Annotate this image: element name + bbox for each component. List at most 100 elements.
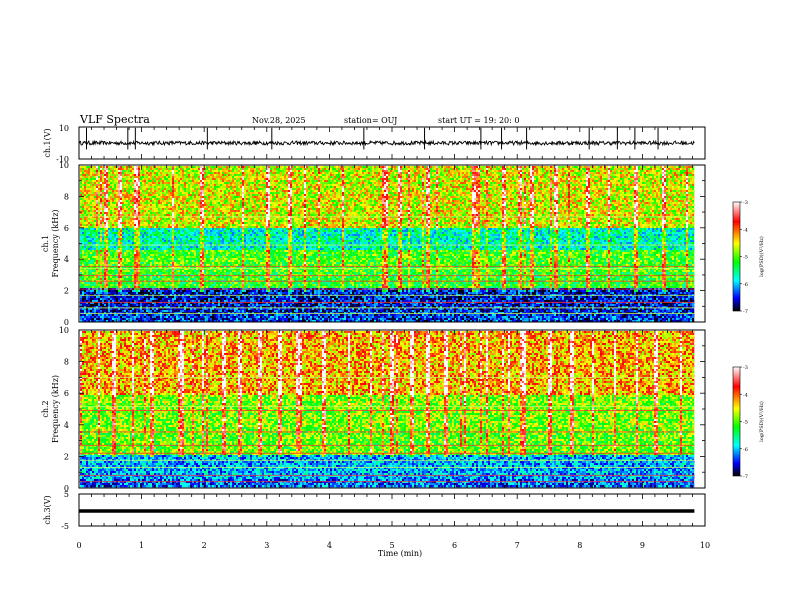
spectrogram-cell: [94, 254, 96, 256]
spectrogram-cell: [86, 226, 88, 228]
spectrogram-cell: [156, 224, 158, 226]
spectrogram-cell: [114, 220, 116, 222]
spectrogram-cell: [130, 182, 132, 184]
spectrogram-cell: [80, 166, 82, 168]
spectrogram-cell: [136, 198, 138, 200]
spectrogram-cell: [136, 176, 138, 178]
spectrogram-cell: [124, 304, 126, 306]
spectrogram-cell: [150, 260, 152, 262]
spectrogram-cell: [128, 206, 130, 208]
spectrogram-cell: [140, 174, 142, 176]
spectrogram-cell: [120, 298, 122, 300]
spectrogram-cell: [114, 198, 116, 200]
spectrogram-cell: [124, 270, 126, 272]
spectrogram-cell: [102, 222, 104, 224]
spectrogram-cell: [152, 230, 154, 232]
spectrogram-cell: [116, 224, 118, 226]
spectrogram-cell: [102, 212, 104, 214]
spectrogram-cell: [94, 284, 96, 286]
spectrogram-cell: [148, 286, 150, 288]
spectrogram-cell: [154, 232, 156, 234]
spectrogram-cell: [156, 246, 158, 248]
spectrogram-cell: [152, 296, 154, 298]
spectrogram-cell: [128, 194, 130, 196]
spectrogram-cell: [128, 282, 130, 284]
spectrogram-cell: [90, 282, 92, 284]
spectrogram-cell: [136, 188, 138, 190]
spectrogram-cell: [122, 314, 124, 316]
spectrogram-cell: [124, 212, 126, 214]
spectrogram-cell: [122, 310, 124, 312]
spectrogram-cell: [128, 234, 130, 236]
spectrogram-cell: [140, 194, 142, 196]
spectrogram-cell: [152, 200, 154, 202]
spectrogram-cell: [124, 204, 126, 206]
spectrogram-cell: [126, 190, 128, 192]
spectrogram-cell: [120, 314, 122, 316]
spectrogram-cell: [96, 282, 98, 284]
spectrogram-cell: [114, 232, 116, 234]
spectrogram-cell: [90, 228, 92, 230]
spectrogram-cell: [96, 168, 98, 170]
spectrogram-cell: [88, 222, 90, 224]
spectrogram-cell: [136, 168, 138, 170]
spectrogram-cell: [144, 228, 146, 230]
spectrogram-cell: [104, 254, 106, 256]
spectrogram-cell: [114, 256, 116, 258]
spectrogram-cell: [156, 220, 158, 222]
spectrogram-cell: [142, 176, 144, 178]
spectrogram-cell: [88, 240, 90, 242]
spectrogram-cell: [148, 282, 150, 284]
spectrogram-cell: [144, 206, 146, 208]
spectrogram-cell: [92, 284, 94, 286]
spectrogram-cell: [86, 276, 88, 278]
spectrogram-cell: [148, 252, 150, 254]
spectrogram-cell: [108, 204, 110, 206]
spectrogram-cell: [108, 258, 110, 260]
spectrogram-cell: [82, 296, 84, 298]
spectrogram-cell: [100, 270, 102, 272]
spectrogram-cell: [110, 254, 112, 256]
spectrogram-cell: [148, 270, 150, 272]
spectrogram-cell: [106, 254, 108, 256]
spectrogram-cell: [150, 202, 152, 204]
spectrogram-cell: [124, 252, 126, 254]
spectrogram-cell: [152, 276, 154, 278]
spectrogram-cell: [94, 286, 96, 288]
spectrogram-cell: [100, 254, 102, 256]
spectrogram-cell: [110, 258, 112, 260]
spectrogram-cell: [98, 278, 100, 280]
spectrogram-cell: [156, 206, 158, 208]
spectrogram-cell: [98, 238, 100, 240]
spectrogram-cell: [82, 282, 84, 284]
spectrogram-cell: [138, 224, 140, 226]
spectrogram-cell: [102, 178, 104, 180]
spectrogram-cell: [114, 310, 116, 312]
spectrogram-cell: [112, 304, 114, 306]
spectrogram-cell: [108, 206, 110, 208]
spectrogram-cell: [146, 282, 148, 284]
spectrogram-cell: [92, 184, 94, 186]
spectrogram-cell: [108, 236, 110, 238]
spectrogram-cell: [116, 236, 118, 238]
ch1-waveform-panel: 10-10ch.1(V): [43, 124, 705, 164]
spectrogram-cell: [90, 202, 92, 204]
spectrogram-cell: [84, 236, 86, 238]
spectrogram-cell: [150, 234, 152, 236]
spectrogram-cell: [86, 218, 88, 220]
spectrogram-cell: [140, 298, 142, 300]
spectrogram-cell: [154, 214, 156, 216]
spectrogram-cell: [126, 252, 128, 254]
spectrogram-cell: [152, 224, 154, 226]
spectrogram-cell: [120, 252, 122, 254]
spectrogram-cell: [138, 262, 140, 264]
spectrogram-cell: [118, 174, 120, 176]
spectrogram-cell: [136, 270, 138, 272]
spectrogram-cell: [128, 204, 130, 206]
spectrogram-cell: [146, 242, 148, 244]
spectrogram-cell: [112, 238, 114, 240]
spectrogram-cell: [130, 172, 132, 174]
spectrogram-cell: [96, 204, 98, 206]
spectrogram-cell: [114, 278, 116, 280]
spectrogram-cell: [126, 214, 128, 216]
